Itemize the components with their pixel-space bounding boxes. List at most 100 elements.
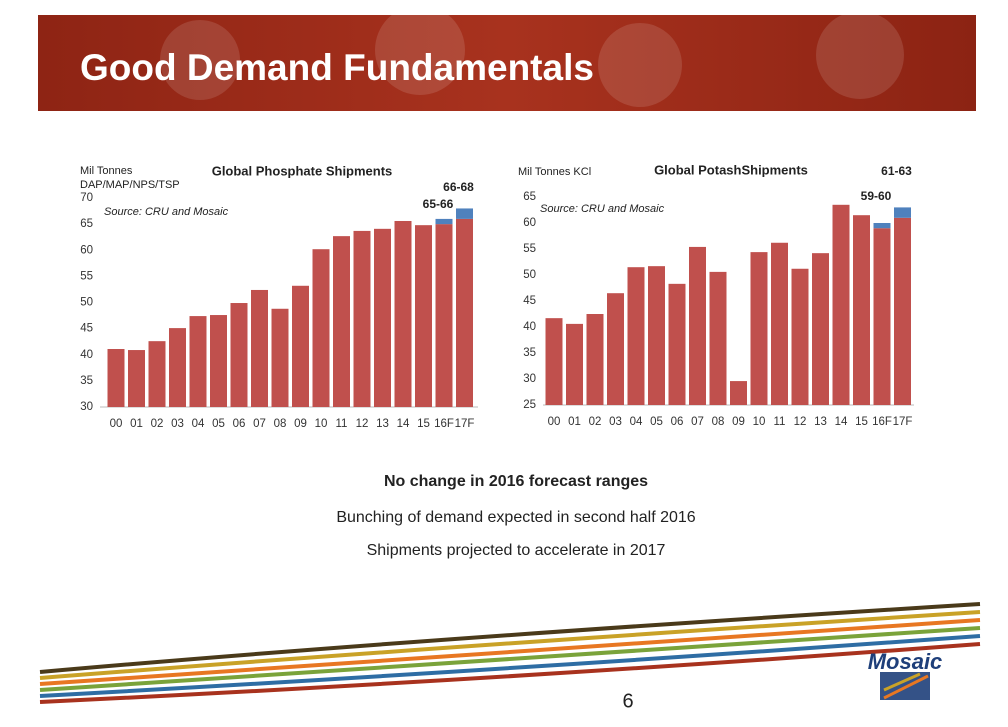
- y-tick-label: 50: [523, 269, 536, 281]
- x-tick-label: 14: [835, 416, 848, 428]
- chart-title: Global PotashShipments: [654, 162, 808, 177]
- x-tick-label: 02: [151, 418, 164, 430]
- bar: [435, 224, 453, 407]
- bar: [853, 215, 870, 405]
- y-tick-label: 30: [80, 401, 93, 413]
- x-tick-label: 00: [548, 416, 561, 428]
- note: Shipments projected to accelerate in 201…: [367, 542, 666, 559]
- x-tick-label: 04: [192, 418, 205, 430]
- bar: [607, 293, 624, 405]
- y-tick-label: 35: [523, 347, 536, 359]
- x-tick-label: 05: [650, 416, 663, 428]
- bar: [545, 318, 563, 405]
- y-tick-label: 45: [523, 295, 536, 307]
- x-tick-label: 15: [855, 416, 868, 428]
- bar: [210, 315, 227, 407]
- bar: [750, 252, 768, 405]
- bar: [107, 349, 125, 407]
- header-pattern: [160, 5, 904, 107]
- x-tick-label: 07: [691, 416, 704, 428]
- x-tick-label: 07: [253, 418, 266, 430]
- bar: [312, 249, 330, 407]
- x-tick-label: 04: [630, 416, 643, 428]
- bar: [271, 308, 289, 407]
- y-tick-label: 55: [523, 243, 536, 255]
- x-tick-label: 00: [110, 418, 123, 430]
- x-tick-label: 15: [417, 418, 430, 430]
- y-tick-label: 25: [523, 399, 536, 411]
- bar: [812, 253, 829, 405]
- y-tick-label: 70: [80, 192, 93, 204]
- x-tick-label: 08: [274, 418, 287, 430]
- bar: [586, 314, 604, 405]
- bar: [648, 266, 665, 405]
- bar: [353, 230, 371, 407]
- source: Source: CRU and Mosaic: [104, 206, 229, 218]
- bar: [873, 228, 891, 405]
- x-tick-label: 13: [376, 418, 389, 430]
- y-tick-label: 60: [523, 217, 536, 229]
- bar: [230, 303, 248, 407]
- y-axis-label: Mil Tonnes: [80, 165, 133, 177]
- x-tick-label: 16F: [434, 418, 454, 430]
- bar: [894, 217, 911, 405]
- logo-mark: [880, 672, 930, 700]
- slide-title: Good Demand Fundamentals: [80, 47, 594, 88]
- x-tick-label: 16F: [872, 416, 892, 428]
- x-tick-label: 01: [130, 418, 143, 430]
- y-axis-label: Mil Tonnes KCl: [518, 166, 591, 178]
- y-tick-label: 65: [523, 191, 536, 203]
- bar: [435, 218, 453, 225]
- y-tick-label: 35: [80, 375, 93, 387]
- annotation: 65-66: [423, 197, 454, 211]
- page-number: 6: [622, 690, 633, 712]
- x-tick-label: 06: [671, 416, 684, 428]
- x-tick-label: 12: [794, 416, 807, 428]
- bar: [873, 223, 891, 229]
- bar: [791, 268, 809, 405]
- x-tick-label: 12: [356, 418, 369, 430]
- y-tick-label: 30: [523, 373, 536, 385]
- bar: [394, 220, 412, 407]
- bar: [894, 207, 911, 218]
- annotation: 61-63: [881, 164, 912, 178]
- bar: [689, 246, 706, 405]
- y-tick-label: 40: [523, 321, 536, 333]
- bar: [456, 218, 473, 407]
- x-tick-label: 13: [814, 416, 827, 428]
- note: No change in 2016 forecast ranges: [384, 473, 648, 490]
- x-tick-label: 11: [774, 416, 786, 428]
- x-tick-label: 02: [589, 416, 602, 428]
- bar: [128, 350, 145, 407]
- decor-swooshes: [39, 602, 981, 704]
- x-tick-label: 08: [712, 416, 725, 428]
- chart-title: Global Phosphate Shipments: [212, 163, 393, 178]
- y-tick-label: 45: [80, 323, 93, 335]
- x-tick-label: 10: [315, 418, 328, 430]
- bar: [771, 242, 788, 405]
- bar: [709, 271, 727, 405]
- bar: [251, 289, 268, 407]
- x-tick-label: 05: [212, 418, 225, 430]
- bar: [668, 283, 686, 405]
- note: Bunching of demand expected in second ha…: [336, 509, 695, 526]
- x-tick-label: 17F: [893, 416, 913, 428]
- y-tick-label: 50: [80, 297, 93, 309]
- x-tick-label: 09: [294, 418, 307, 430]
- bar: [292, 285, 309, 407]
- y-tick-label: 40: [80, 349, 93, 361]
- bar: [189, 316, 207, 407]
- x-tick-label: 03: [171, 418, 184, 430]
- bar: [148, 341, 166, 407]
- x-tick-label: 10: [753, 416, 766, 428]
- bar: [627, 267, 645, 405]
- source: Source: CRU and Mosaic: [540, 203, 665, 215]
- x-tick-label: 03: [609, 416, 622, 428]
- logo: Mosaic: [868, 649, 943, 674]
- bar: [456, 208, 473, 219]
- annotation: 59-60: [861, 189, 892, 203]
- y-axis-label: DAP/MAP/NPS/TSP: [80, 179, 180, 191]
- header-band: [38, 15, 976, 111]
- bar: [730, 381, 747, 405]
- bar: [333, 236, 350, 407]
